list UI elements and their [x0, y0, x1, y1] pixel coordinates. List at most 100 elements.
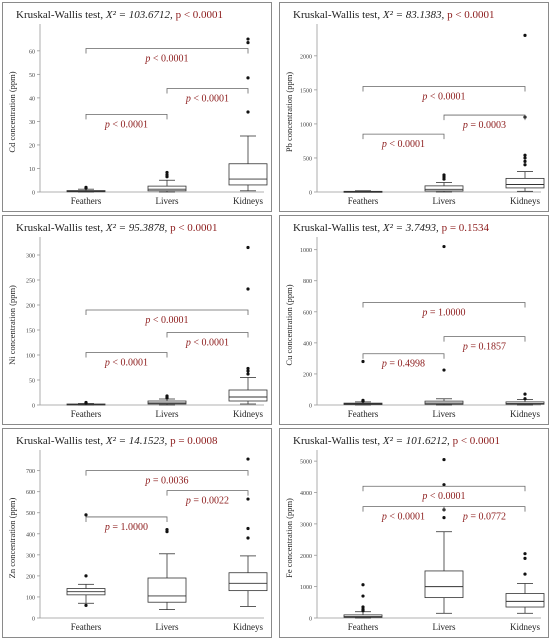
- outlier-point: [442, 457, 446, 462]
- y-tick-label: 500: [26, 511, 35, 517]
- y-axis-label: Ni concentration (ppm): [7, 285, 17, 365]
- outlier-point: [246, 536, 250, 540]
- comparison-p-value: p = 0.1857: [462, 342, 506, 353]
- x-category-label: Kidneys: [233, 409, 263, 419]
- y-tick-label: 800: [303, 279, 312, 285]
- boxplot-feathers: [343, 190, 383, 193]
- outlier-point: [246, 457, 250, 461]
- panel-cd: Kruskal-Wallis test, X² = 103.6712, p < …: [2, 2, 272, 212]
- y-tick-label: 50: [29, 379, 35, 385]
- boxplot-kidneys: [505, 552, 545, 614]
- y-tick-label: 200: [303, 372, 312, 378]
- y-axis-label: Fe concentration (ppm): [284, 498, 294, 578]
- outlier-point: [523, 33, 527, 38]
- y-tick-label: 3000: [300, 522, 312, 528]
- title-p-value: p < 0.0001: [453, 435, 500, 447]
- iqr-box: [505, 177, 545, 189]
- outlier-point: [523, 397, 527, 401]
- iqr-box: [147, 400, 187, 405]
- iqr-box: [147, 577, 187, 603]
- chart-fe: Kruskal-Wallis test, X² = 101.6212, p < …: [279, 428, 549, 638]
- outlier-point: [523, 572, 527, 576]
- iqr-box: [228, 572, 268, 592]
- chart-title: Kruskal-Wallis test, X² = 3.7493, p = 0.…: [293, 222, 490, 234]
- y-tick-label: 30: [29, 120, 35, 126]
- iqr-box: [228, 163, 268, 186]
- comparison-p-value: p = 0.0772: [462, 512, 506, 523]
- panel-zn: Kruskal-Wallis test, X² = 14.1523, p = 0…: [2, 428, 272, 638]
- panel-ni: Kruskal-Wallis test, X² = 95.3878, p < 0…: [2, 215, 272, 425]
- x-category-label: Livers: [156, 196, 179, 206]
- y-tick-label: 300: [26, 254, 35, 260]
- title-test-name: Kruskal-Wallis test,: [16, 222, 106, 234]
- bracket-line: [362, 485, 526, 492]
- bracket-line: [362, 86, 526, 92]
- outlier-point: [361, 583, 365, 587]
- comparison-bracket: p = 0.1857: [443, 336, 526, 353]
- y-tick-label: 1500: [300, 88, 312, 94]
- title-test-name: Kruskal-Wallis test,: [16, 435, 106, 447]
- x-category-label: Feathers: [71, 622, 102, 632]
- outlier-point: [442, 516, 446, 520]
- iqr-box: [505, 593, 545, 608]
- outlier-point: [523, 392, 527, 396]
- panel-pb: Kruskal-Wallis test, X² = 83.1383, p < 0…: [279, 2, 549, 212]
- bracket-line: [85, 48, 249, 54]
- title-statistic: X² = 103.6712,: [105, 9, 176, 21]
- x-category-label: Kidneys: [510, 196, 540, 206]
- comparison-p-value: p = 0.4998: [381, 359, 425, 370]
- comparison-bracket: p < 0.0001: [166, 332, 249, 349]
- comparison-p-value: p < 0.0001: [185, 93, 229, 104]
- outlier-point: [246, 40, 250, 45]
- y-tick-label: 2000: [300, 554, 312, 560]
- x-category-label: Kidneys: [510, 622, 540, 632]
- bracket-line: [85, 113, 168, 120]
- bracket-line: [362, 302, 526, 308]
- y-axis-label: Cd concentration (ppm): [7, 71, 17, 152]
- y-tick-label: 600: [303, 310, 312, 316]
- outlier-point: [442, 483, 446, 487]
- comparison-p-value: p < 0.0001: [381, 139, 425, 150]
- y-tick-label: 200: [26, 304, 35, 310]
- boxplot-kidneys: [228, 37, 268, 192]
- outlier-point: [246, 110, 250, 114]
- chart-title: Kruskal-Wallis test, X² = 103.6712, p < …: [16, 9, 223, 21]
- chart-title: Kruskal-Wallis test, X² = 95.3878, p < 0…: [16, 222, 218, 234]
- chart-pb: Kruskal-Wallis test, X² = 83.1383, p < 0…: [279, 2, 549, 212]
- bracket-line: [166, 88, 249, 94]
- boxplot-livers: [147, 394, 187, 406]
- boxplot-livers: [424, 244, 464, 406]
- y-tick-label: 1000: [300, 585, 312, 591]
- boxplot-livers: [424, 457, 464, 614]
- outlier-point: [523, 153, 527, 157]
- y-tick-label: 1000: [300, 248, 312, 254]
- panel-fe: Kruskal-Wallis test, X² = 101.6212, p < …: [279, 428, 549, 638]
- outlier-point: [361, 359, 365, 364]
- comparison-bracket: p < 0.0001: [85, 48, 249, 64]
- y-axis-label: Cu concentration (ppm): [284, 284, 294, 365]
- outlier-point: [246, 497, 250, 501]
- bracket-line: [166, 332, 249, 338]
- comparison-bracket: p < 0.0001: [166, 88, 249, 104]
- boxplot-feathers: [66, 400, 106, 406]
- y-tick-label: 0: [32, 404, 35, 410]
- outlier-point: [246, 526, 250, 531]
- outlier-point: [361, 605, 365, 609]
- bracket-line: [85, 352, 168, 358]
- comparison-bracket: p < 0.0001: [362, 133, 445, 150]
- comparison-bracket: p = 1.0000: [362, 302, 526, 318]
- outlier-point: [361, 594, 365, 598]
- outlier-point: [165, 173, 169, 177]
- y-tick-label: 0: [32, 191, 35, 197]
- outlier-point: [165, 527, 169, 532]
- outlier-point: [523, 556, 527, 560]
- y-tick-label: 1000: [300, 122, 312, 128]
- title-p-value: p < 0.0001: [170, 222, 217, 234]
- comparison-bracket: p < 0.0001: [362, 86, 526, 102]
- iqr-box: [147, 185, 187, 192]
- boxplot-livers: [424, 173, 464, 193]
- outlier-point: [165, 394, 169, 398]
- iqr-box: [228, 389, 268, 402]
- comparison-p-value: p < 0.0001: [104, 358, 148, 369]
- outlier-point: [246, 76, 250, 80]
